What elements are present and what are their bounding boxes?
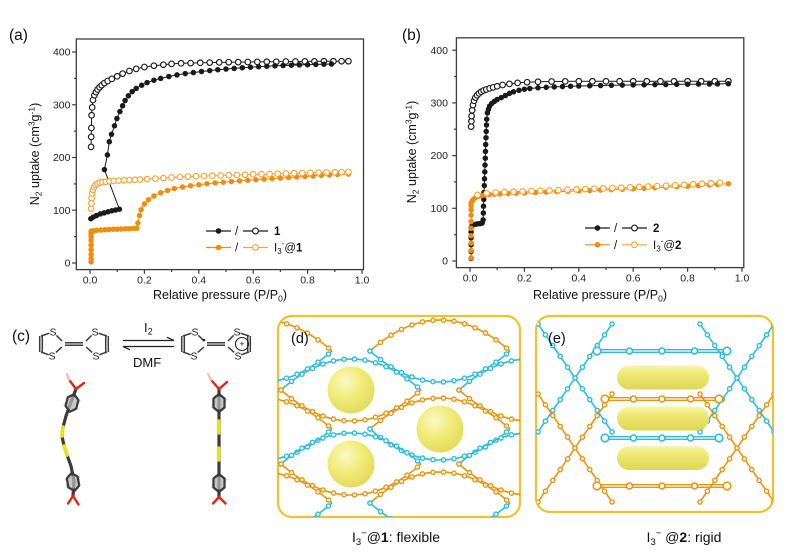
svg-text:/: / [614,240,618,252]
svg-text:(a): (a) [9,27,28,44]
svg-text:2: 2 [653,223,659,235]
svg-text:S: S [48,351,55,363]
svg-text:0.6: 0.6 [626,273,641,285]
svg-text:0: 0 [442,256,448,268]
svg-text:1.0: 1.0 [735,273,750,285]
svg-text:0.8: 0.8 [680,273,695,285]
svg-text:N2 uptake (cm3g-1): N2 uptake (cm3g-1) [27,103,44,206]
svg-text:S: S [92,351,99,363]
svg-text:1: 1 [274,226,281,238]
svg-text:0.8: 0.8 [300,275,315,287]
svg-text:400: 400 [430,45,448,57]
svg-text:0: 0 [65,258,71,270]
svg-text:200: 200 [430,150,448,162]
svg-text:S: S [190,351,197,363]
svg-text:/: / [614,223,618,235]
svg-text:+: + [239,339,244,349]
svg-text:0.0: 0.0 [83,275,98,287]
svg-text:0.2: 0.2 [517,273,532,285]
svg-text:(b): (b) [402,27,421,44]
svg-text:/: / [235,243,239,255]
svg-text:S: S [234,351,241,363]
svg-text:I3−@1: flexible: I3−@1: flexible [352,528,440,548]
svg-text:300: 300 [53,99,71,111]
svg-text:0.0: 0.0 [463,273,478,285]
svg-text:300: 300 [430,98,448,110]
svg-text:1.0: 1.0 [355,275,370,287]
svg-text:I3− @2: rigid: I3− @2: rigid [647,528,722,548]
svg-text:S: S [233,327,240,339]
svg-text:(d): (d) [291,331,309,347]
svg-text:100: 100 [53,205,71,217]
svg-text:N2 uptake (cm3g-1): N2 uptake (cm3g-1) [404,101,421,204]
svg-text:DMF: DMF [133,355,161,370]
svg-text:S: S [91,327,98,339]
svg-text:S: S [49,327,56,339]
svg-text:Relative pressure (P/P0): Relative pressure (P/P0) [533,288,667,304]
svg-text:I2: I2 [144,320,153,337]
svg-text:Relative pressure (P/P0): Relative pressure (P/P0) [153,288,287,304]
svg-text:(c): (c) [12,328,30,345]
svg-text:I3-@1: I3-@1 [274,239,303,256]
svg-text:(e): (e) [548,331,566,347]
svg-text:I3-@2: I3-@2 [653,236,681,253]
svg-text:200: 200 [53,152,71,164]
svg-text:S: S [191,327,198,339]
svg-text:0.4: 0.4 [191,275,206,287]
svg-text:100: 100 [430,203,448,215]
svg-text:0.2: 0.2 [137,275,152,287]
svg-text:/: / [235,226,239,238]
svg-text:0.4: 0.4 [571,273,586,285]
svg-text:400: 400 [53,47,71,59]
svg-text:0.6: 0.6 [246,275,261,287]
